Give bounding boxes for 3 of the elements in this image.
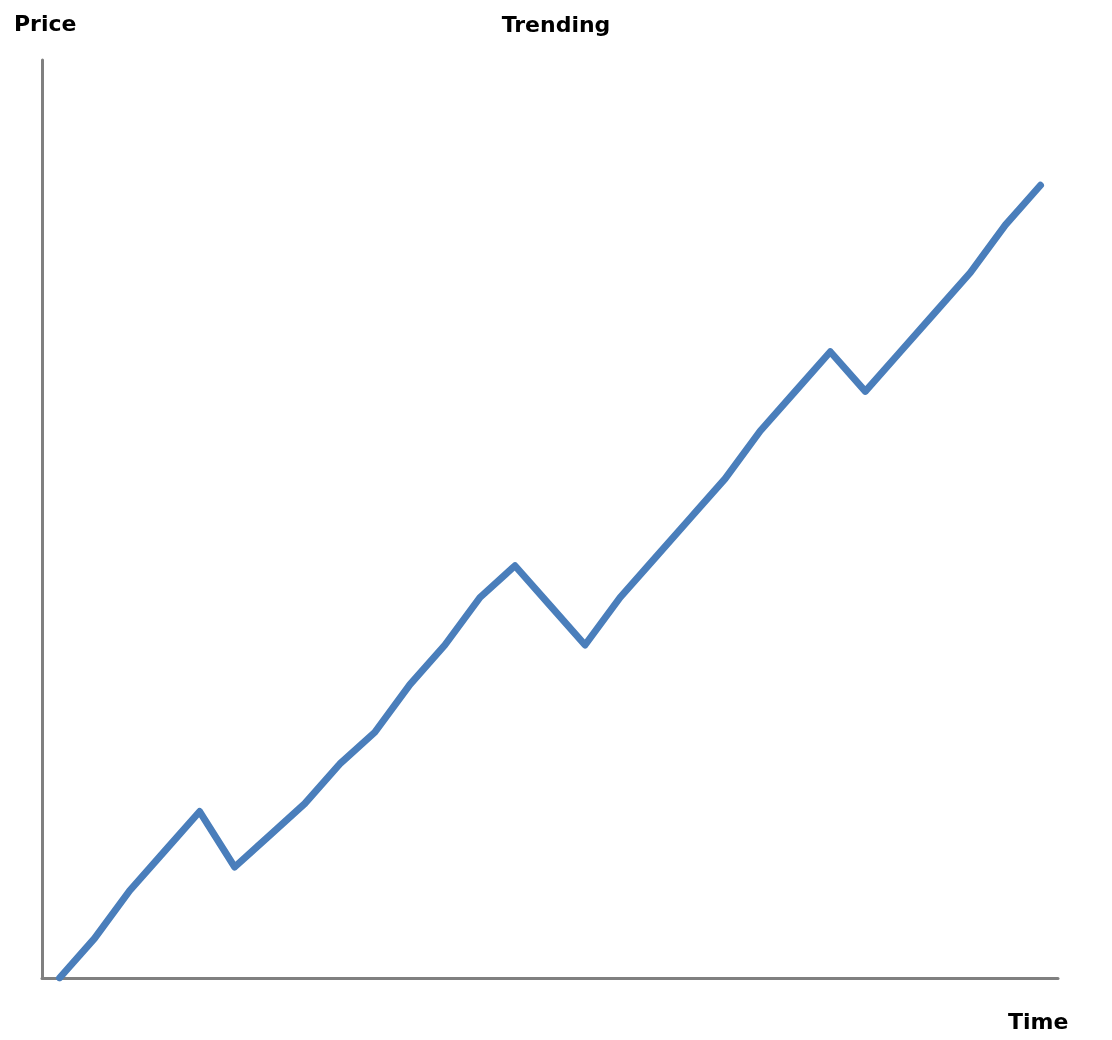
x-axis-title: Time (1008, 1008, 1069, 1034)
chart-title: Trending (501, 11, 611, 37)
text: Price (14, 10, 77, 36)
